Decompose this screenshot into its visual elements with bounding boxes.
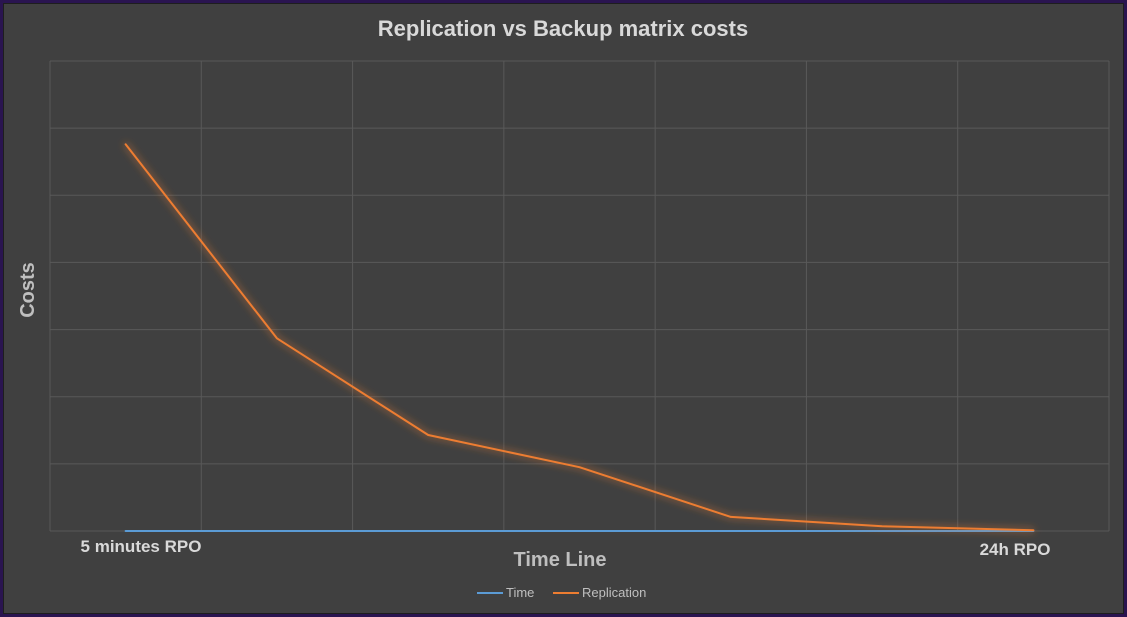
chart-frame xyxy=(3,3,1124,614)
x-axis-title: Time Line xyxy=(514,549,607,571)
legend-label-time: Time xyxy=(506,585,534,600)
legend-label-replication: Replication xyxy=(582,585,646,600)
gridlines xyxy=(49,60,1110,532)
series-line-replication xyxy=(124,143,1035,532)
x-tick-label-last: 24h RPO xyxy=(980,540,1051,559)
series-layer xyxy=(124,143,1035,532)
chart-title: Replication vs Backup matrix costs xyxy=(378,16,748,41)
x-tick-label-first: 5 minutes RPO xyxy=(81,537,202,556)
legend: Time Replication xyxy=(477,585,646,600)
y-axis-title: Costs xyxy=(17,262,39,318)
